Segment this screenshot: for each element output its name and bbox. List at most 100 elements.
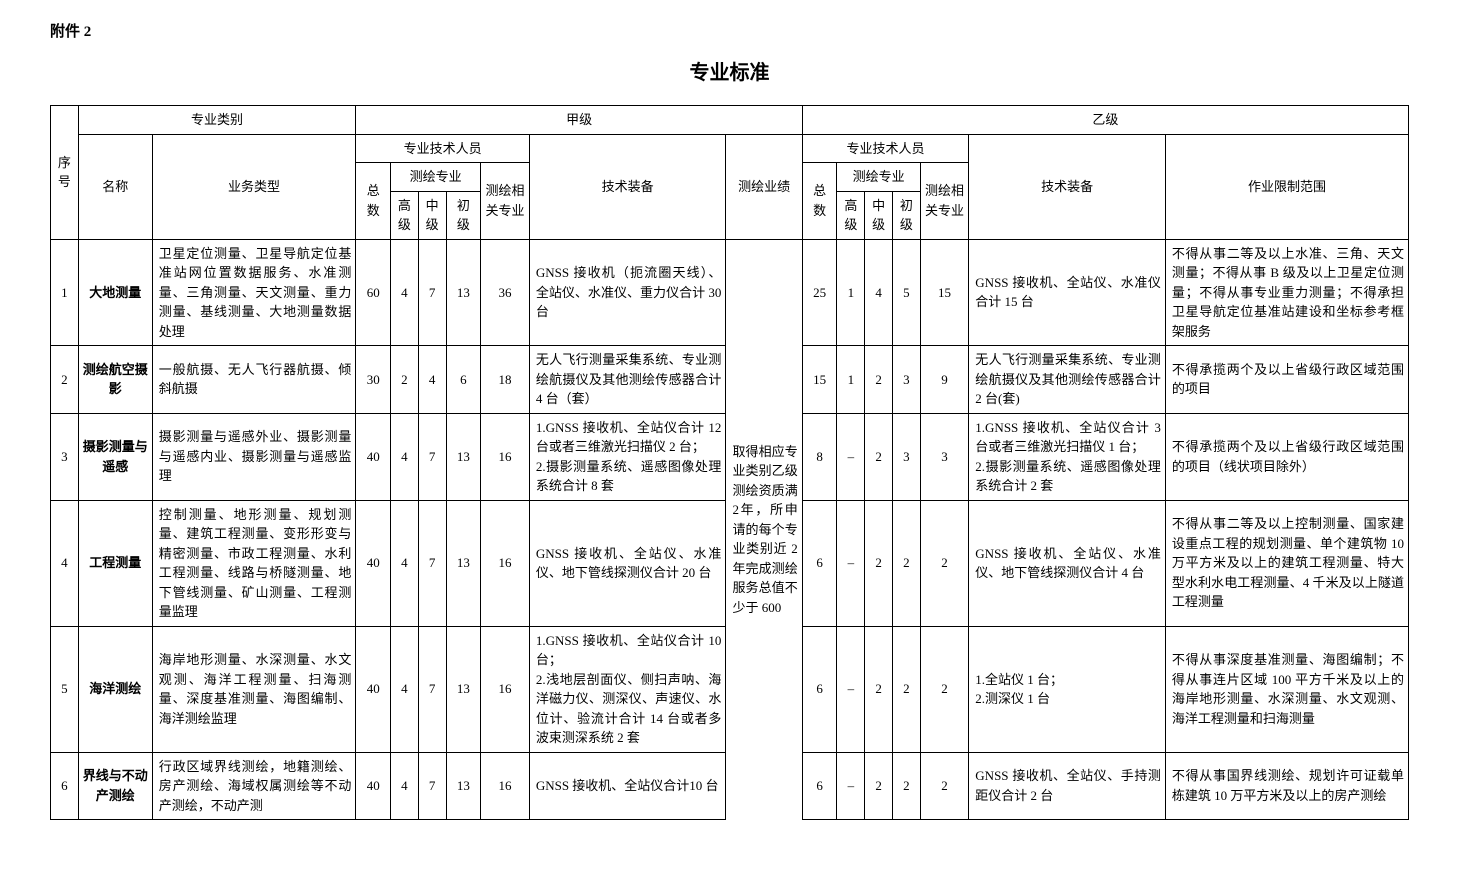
cell: 4: [865, 239, 893, 346]
cell: 25: [802, 239, 837, 346]
cell: 不得承揽两个及以上省级行政区域范围的项目（线状项目除外）: [1165, 413, 1408, 500]
cell: 40: [356, 413, 391, 500]
table-body: 1大地测量卫星定位测量、卫星导航定位基准站网位置数据服务、水准测量、三角测量、天…: [51, 239, 1409, 820]
cell: 无人飞行测量采集系统、专业测绘航摄仪及其他测绘传感器合计 4 台（套）: [529, 346, 726, 414]
cell: 16: [481, 752, 530, 820]
cell: 40: [356, 626, 391, 752]
h-a-staff: 专业技术人员: [356, 134, 529, 163]
cell: –: [837, 413, 865, 500]
h-name: 名称: [78, 134, 152, 239]
cell: 海洋测绘: [78, 626, 152, 752]
h-b-staff: 专业技术人员: [802, 134, 969, 163]
h-b-low: 初级: [892, 191, 920, 239]
h-a-mid: 中级: [418, 191, 446, 239]
cell: 3: [51, 413, 79, 500]
standards-table: 序号 专业类别 甲级 乙级 名称 业务类型 专业技术人员 技术装备 测绘业绩 专…: [50, 105, 1409, 820]
cell: 4: [51, 500, 79, 626]
cell: 3: [892, 346, 920, 414]
cell: 36: [481, 239, 530, 346]
cell: 6: [51, 752, 79, 820]
h-b-survey: 测绘专业: [837, 163, 920, 192]
cell: 4: [391, 752, 419, 820]
cell: 界线与不动产测绘: [78, 752, 152, 820]
cell: 6: [802, 752, 837, 820]
cell: 2: [865, 500, 893, 626]
table-header: 序号 专业类别 甲级 乙级 名称 业务类型 专业技术人员 技术装备 测绘业绩 专…: [51, 106, 1409, 240]
cell: 7: [418, 239, 446, 346]
cell: 4: [391, 239, 419, 346]
h-a-survey: 测绘专业: [391, 163, 481, 192]
cell: 4: [391, 626, 419, 752]
cell: 15: [802, 346, 837, 414]
cell: 16: [481, 413, 530, 500]
table-row: 1大地测量卫星定位测量、卫星导航定位基准站网位置数据服务、水准测量、三角测量、天…: [51, 239, 1409, 346]
h-a-total: 总数: [356, 163, 391, 240]
cell: 7: [418, 626, 446, 752]
cell: 2: [51, 346, 79, 414]
h-a-low: 初级: [446, 191, 481, 239]
cell: 卫星定位测量、卫星导航定位基准站网位置数据服务、水准测量、三角测量、天文测量、重…: [152, 239, 356, 346]
cell: 2: [865, 413, 893, 500]
cell: 1: [51, 239, 79, 346]
cell: 2: [892, 500, 920, 626]
cell: 6: [802, 626, 837, 752]
cell: 1.GNSS 接收机、全站仪合计 3 台或者三维激光扫描仪 1 台；2.摄影测量…: [969, 413, 1166, 500]
cell: 30: [356, 346, 391, 414]
h-grade-a: 甲级: [356, 106, 802, 135]
cell: 13: [446, 413, 481, 500]
cell: 3: [920, 413, 969, 500]
cell: 2: [391, 346, 419, 414]
cell: 摄影测量与遥感: [78, 413, 152, 500]
cell: 2: [865, 346, 893, 414]
cell: 不得从事二等及以上水准、三角、天文测量；不得从事 B 级及以上卫星定位测量；不得…: [1165, 239, 1408, 346]
doc-title: 专业标准: [50, 56, 1409, 85]
cell: 4: [391, 500, 419, 626]
cell: 13: [446, 752, 481, 820]
cell: –: [837, 626, 865, 752]
cell: 60: [356, 239, 391, 346]
cell: GNSS 接收机、全站仪、水准仪、地下管线探测仪合计 20 台: [529, 500, 726, 626]
cell: 2: [892, 752, 920, 820]
cell: 1.GNSS 接收机、全站仪合计 12 台或者三维激光扫描仪 2 台；2.摄影测…: [529, 413, 726, 500]
cell: GNSS 接收机、全站仪、水准仪、地下管线探测仪合计 4 台: [969, 500, 1166, 626]
cell: 6: [446, 346, 481, 414]
h-grade-b: 乙级: [802, 106, 1408, 135]
cell: 大地测量: [78, 239, 152, 346]
performance-cell: 取得相应专业类别乙级测绘资质满 2年，所申请的每个专业类别近 2 年完成测绘服务…: [726, 239, 802, 820]
h-seq: 序号: [51, 106, 79, 240]
cell: 2: [920, 752, 969, 820]
cell: GNSS 接收机（扼流圈天线）、全站仪、水准仪、重力仪合计 30 台: [529, 239, 726, 346]
h-b-eq: 技术装备: [969, 134, 1166, 239]
cell: 40: [356, 752, 391, 820]
h-b-total: 总数: [802, 163, 837, 240]
h-b-rel: 测绘相关专业: [920, 163, 969, 240]
cell: 工程测量: [78, 500, 152, 626]
cell: 不得从事深度基准测量、海图编制；不得从事连片区域 100 平方千米及以上的海岸地…: [1165, 626, 1408, 752]
cell: 16: [481, 626, 530, 752]
h-a-eq: 技术装备: [529, 134, 726, 239]
cell: 13: [446, 626, 481, 752]
cell: 5: [51, 626, 79, 752]
cell: 4: [418, 346, 446, 414]
cell: 5: [892, 239, 920, 346]
cell: 不得承揽两个及以上省级行政区域范围的项目: [1165, 346, 1408, 414]
cell: 4: [391, 413, 419, 500]
h-b-mid: 中级: [865, 191, 893, 239]
attachment-label: 附件 2: [50, 20, 1409, 41]
cell: 一般航摄、无人飞行器航摄、倾斜航摄: [152, 346, 356, 414]
cell: 40: [356, 500, 391, 626]
h-b-high: 高级: [837, 191, 865, 239]
h-a-perf: 测绘业绩: [726, 134, 802, 239]
cell: 7: [418, 752, 446, 820]
cell: 行政区域界线测绘，地籍测绘、房产测绘、海域权属测绘等不动产测绘，不动产测: [152, 752, 356, 820]
cell: 摄影测量与遥感外业、摄影测量与遥感内业、摄影测量与遥感监理: [152, 413, 356, 500]
cell: –: [837, 500, 865, 626]
cell: 测绘航空摄影: [78, 346, 152, 414]
h-category: 专业类别: [78, 106, 356, 135]
cell: 15: [920, 239, 969, 346]
cell: 8: [802, 413, 837, 500]
cell: –: [837, 752, 865, 820]
cell: 控制测量、地形测量、规划测量、建筑工程测量、变形形变与精密测量、市政工程测量、水…: [152, 500, 356, 626]
cell: 不得从事国界线测绘、规划许可证载单栋建筑 10 万平方米及以上的房产测绘: [1165, 752, 1408, 820]
cell: 2: [865, 626, 893, 752]
